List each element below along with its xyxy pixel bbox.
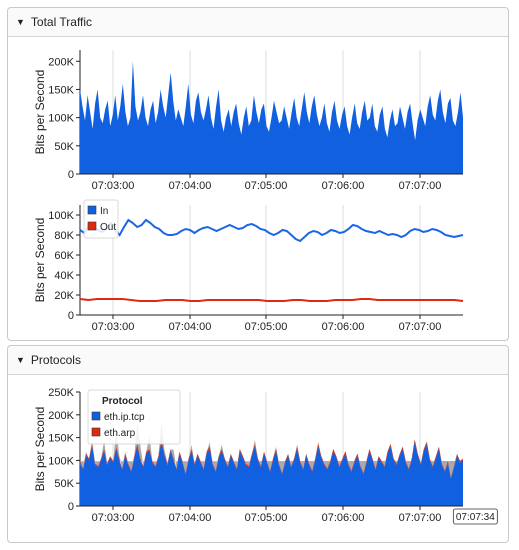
arp-area xyxy=(80,439,463,479)
y-tick-label: 100K xyxy=(48,210,74,222)
y-tick-label: 40K xyxy=(54,270,74,282)
y-tick-label: 50K xyxy=(54,141,74,153)
x-tick-label: 07:07:00 xyxy=(399,180,442,190)
total-traffic-header[interactable]: ▼ Total Traffic xyxy=(8,8,508,37)
time-tooltip-label: 07:07:34 xyxy=(456,512,495,523)
y-tick-label: 100K xyxy=(48,113,74,125)
legend-title: Protocol xyxy=(102,396,143,407)
y-tick-label: 60K xyxy=(54,250,74,262)
traffic-area xyxy=(80,61,463,174)
y-axis-label: Bits per Second xyxy=(33,407,47,492)
legend-label-in: In xyxy=(100,206,108,217)
protocols-header[interactable]: ▼ Protocols xyxy=(8,346,508,375)
x-tick-label: 07:07:00 xyxy=(399,321,442,333)
legend-swatch-in xyxy=(87,205,97,215)
x-tick-label: 07:05:00 xyxy=(245,321,288,333)
collapse-caret-icon[interactable]: ▼ xyxy=(16,355,25,365)
panel-title: Total Traffic xyxy=(30,15,93,29)
x-tick-label: 07:06:00 xyxy=(322,321,365,333)
legend-label-eth-arp: eth.arp xyxy=(104,428,136,439)
x-tick-label: 07:03:00 xyxy=(92,512,135,524)
x-tick-label: 07:03:00 xyxy=(92,321,135,333)
y-tick-label: 200K xyxy=(48,410,74,422)
other-area xyxy=(80,421,460,478)
y-axis-label: Bits per Second xyxy=(33,70,47,155)
x-tick-label: 07:04:00 xyxy=(169,321,212,333)
x-tick-label: 07:03:00 xyxy=(92,180,135,190)
y-tick-label: 20K xyxy=(54,290,74,302)
x-tick-label: 07:04:00 xyxy=(169,512,212,524)
legend-swatch-out xyxy=(87,221,97,231)
time-tooltip-box xyxy=(452,508,498,525)
y-tick-label: 0 xyxy=(68,501,74,513)
tcp-area xyxy=(80,442,463,506)
legend-label-out: Out xyxy=(100,222,116,233)
y-axis-label: Bits per Second xyxy=(33,218,47,303)
out-line xyxy=(79,298,464,302)
x-tick-label: 07:05:00 xyxy=(245,512,288,524)
legend-swatch-eth-ip-tcp xyxy=(91,411,101,421)
collapse-caret-icon[interactable]: ▼ xyxy=(16,17,25,27)
legend-label-eth-ip-tcp: eth.ip.tcp xyxy=(104,412,145,423)
protocols-panel: ▼ Protocols 0 50K 100K 150K 200K 250K Bits per… xyxy=(7,345,509,543)
y-tick-label: 150K xyxy=(48,433,74,445)
y-tick-label: 100K xyxy=(48,455,74,467)
y-tick-label: 0 xyxy=(68,310,74,322)
y-tick-label: 80K xyxy=(54,230,74,242)
x-tick-label: 07:06:00 xyxy=(322,512,365,524)
total-traffic-panel: ▼ Total Traffic 0 50K 100K 150K 200K Bits per… xyxy=(7,7,509,341)
x-tick-label: 07:05:00 xyxy=(245,180,288,190)
x-tick-label: 07:06:00 xyxy=(322,180,365,190)
panel-title: Protocols xyxy=(30,353,81,367)
legend-swatch-eth-arp xyxy=(91,427,101,437)
y-tick-label: 150K xyxy=(48,84,74,96)
y-tick-label: 200K xyxy=(48,56,74,68)
x-tick-label: 07:07:00 xyxy=(399,512,442,524)
in-line xyxy=(79,218,464,243)
y-tick-label: 250K xyxy=(48,387,74,399)
y-tick-label: 50K xyxy=(54,478,74,490)
y-tick-label: 0 xyxy=(68,169,74,181)
legend-box xyxy=(87,389,181,445)
x-tick-label: 07:04:00 xyxy=(169,180,212,190)
